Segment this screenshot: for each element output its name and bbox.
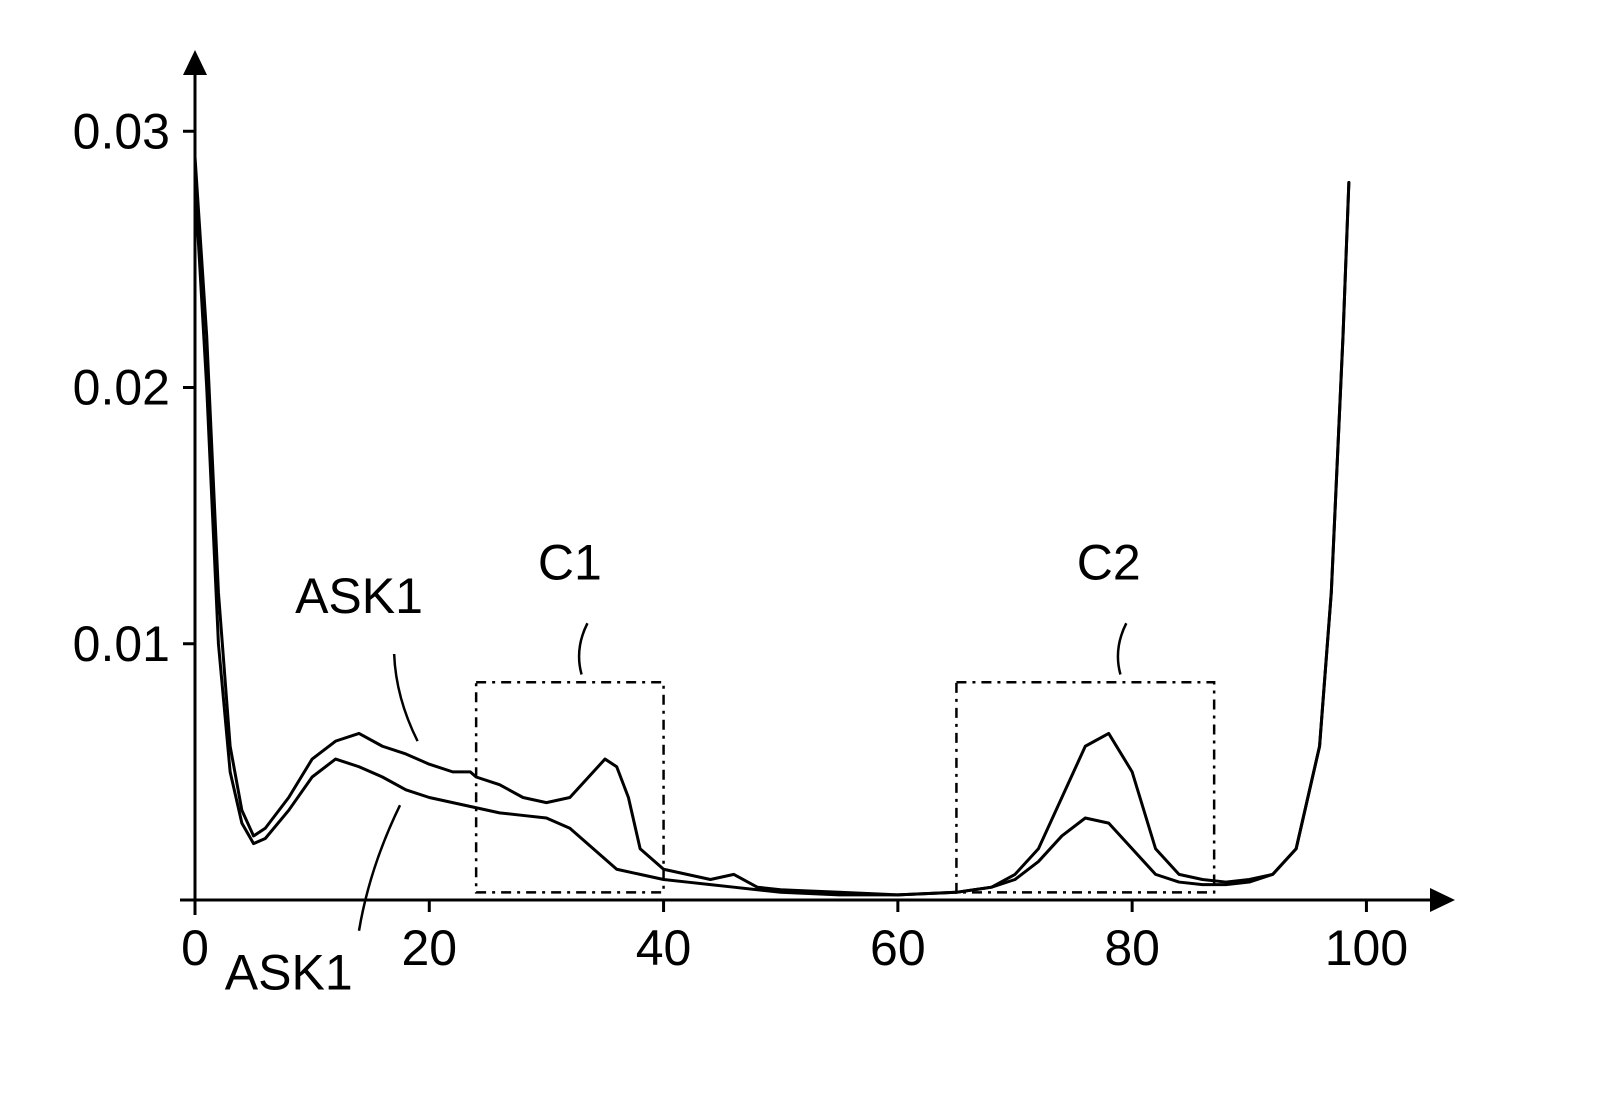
annotation-label-C1_label: C1	[538, 535, 602, 591]
x-tick-label: 100	[1325, 920, 1408, 976]
y-tick-label: 0.03	[73, 103, 170, 159]
annotation-label-C2_label: C2	[1077, 535, 1141, 591]
y-tick-label: 0.01	[73, 616, 170, 672]
chart-container: 0 20 40 60 80 100 0.01 0.02 0.03 ASK1 ASK1 C1 C2	[0, 0, 1611, 1110]
annotation-label-ASK1_label_lower: ASK1	[225, 945, 353, 1001]
annotation-label-ASK1_label_upper: ASK1	[295, 568, 423, 624]
x-tick-label: 20	[401, 920, 457, 976]
x-tick-label: 60	[870, 920, 926, 976]
x-tick-label: 0	[181, 920, 209, 976]
y-tick-label: 0.02	[73, 360, 170, 416]
x-tick-label: 40	[636, 920, 692, 976]
x-tick-label: 80	[1104, 920, 1160, 976]
chart-svg: 0 20 40 60 80 100 0.01 0.02 0.03 ASK1 ASK1 C1 C2	[0, 0, 1611, 1110]
